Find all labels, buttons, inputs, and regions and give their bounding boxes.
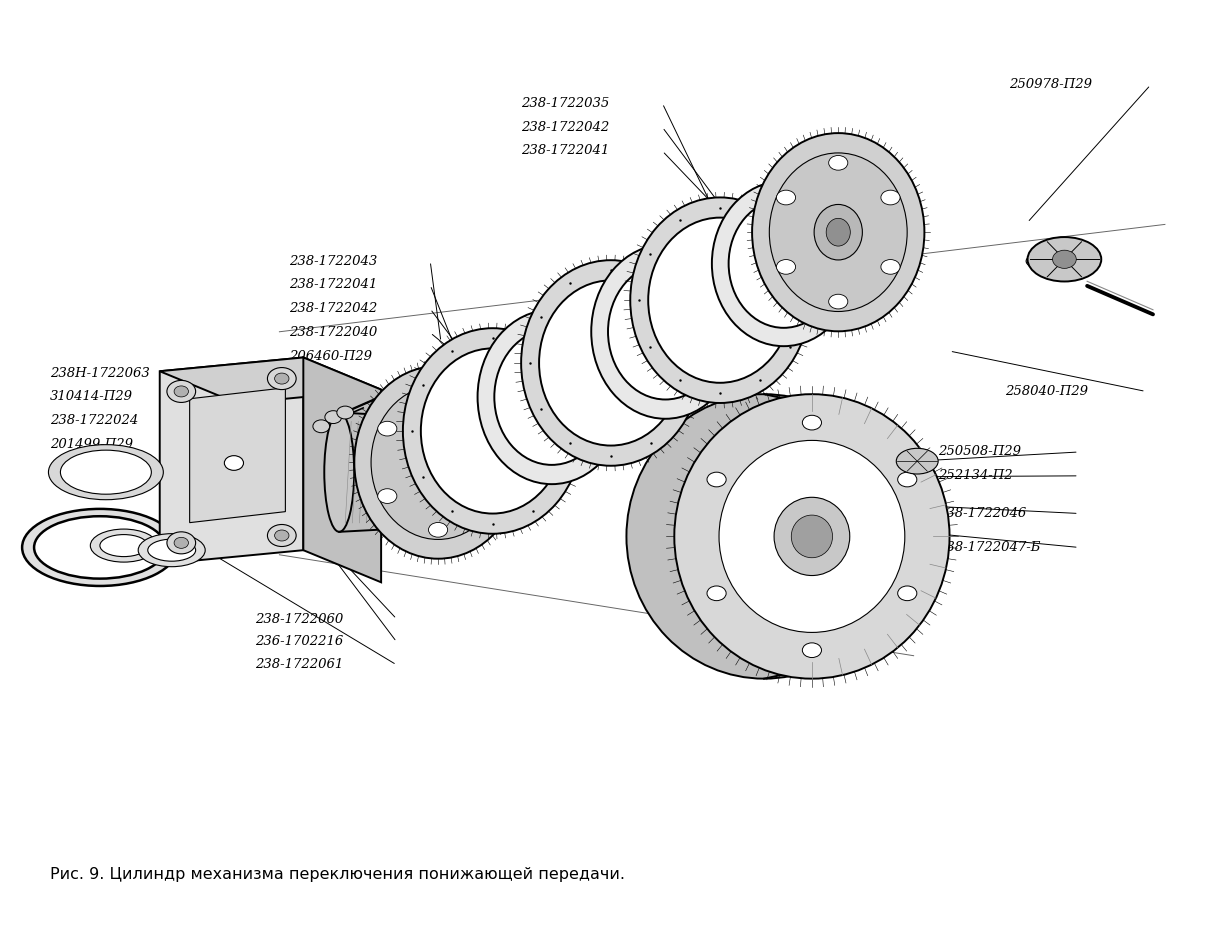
Text: 238-1722046: 238-1722046 bbox=[937, 507, 1025, 520]
Circle shape bbox=[167, 532, 195, 554]
Circle shape bbox=[429, 522, 447, 537]
Ellipse shape bbox=[415, 435, 462, 489]
Circle shape bbox=[268, 524, 296, 546]
Text: 238-1722040: 238-1722040 bbox=[289, 326, 377, 339]
Ellipse shape bbox=[34, 516, 166, 579]
Circle shape bbox=[313, 419, 330, 432]
Circle shape bbox=[224, 456, 243, 470]
Ellipse shape bbox=[421, 348, 564, 514]
Circle shape bbox=[377, 421, 396, 436]
Text: 252136-П2: 252136-П2 bbox=[49, 462, 124, 475]
Text: 238-1722047-Б: 238-1722047-Б bbox=[937, 541, 1040, 554]
Text: 238-1722042: 238-1722042 bbox=[289, 302, 377, 316]
Circle shape bbox=[829, 156, 848, 170]
Ellipse shape bbox=[90, 529, 158, 562]
Ellipse shape bbox=[712, 181, 856, 346]
Ellipse shape bbox=[324, 412, 354, 532]
Text: 236-1702216: 236-1702216 bbox=[255, 635, 343, 648]
Ellipse shape bbox=[609, 264, 723, 399]
Polygon shape bbox=[160, 357, 381, 404]
Text: 238-1722043: 238-1722043 bbox=[289, 255, 377, 268]
Ellipse shape bbox=[827, 219, 851, 246]
Circle shape bbox=[776, 259, 795, 274]
Circle shape bbox=[480, 489, 499, 504]
Text: 258040-П29: 258040-П29 bbox=[1005, 385, 1088, 398]
Circle shape bbox=[174, 386, 188, 397]
Text: 238Н-1722063: 238Н-1722063 bbox=[49, 367, 149, 380]
Ellipse shape bbox=[769, 153, 907, 311]
Text: 250508-П29: 250508-П29 bbox=[937, 445, 1021, 458]
Ellipse shape bbox=[630, 197, 810, 403]
Polygon shape bbox=[160, 357, 304, 564]
Circle shape bbox=[174, 537, 188, 548]
Circle shape bbox=[1052, 250, 1076, 269]
Ellipse shape bbox=[521, 260, 700, 466]
Circle shape bbox=[881, 190, 900, 205]
Ellipse shape bbox=[371, 385, 505, 540]
Ellipse shape bbox=[48, 444, 164, 500]
Ellipse shape bbox=[427, 449, 449, 476]
Ellipse shape bbox=[402, 328, 582, 533]
Circle shape bbox=[829, 294, 848, 309]
Ellipse shape bbox=[898, 472, 917, 487]
Circle shape bbox=[429, 388, 447, 402]
Ellipse shape bbox=[100, 534, 148, 557]
Ellipse shape bbox=[752, 133, 924, 332]
Ellipse shape bbox=[477, 310, 625, 484]
Ellipse shape bbox=[774, 497, 850, 576]
Ellipse shape bbox=[22, 509, 177, 586]
Ellipse shape bbox=[1028, 237, 1101, 282]
Ellipse shape bbox=[354, 366, 522, 558]
Circle shape bbox=[268, 368, 296, 390]
Circle shape bbox=[275, 373, 289, 384]
Text: 238-1722060: 238-1722060 bbox=[255, 612, 343, 625]
Ellipse shape bbox=[675, 394, 950, 679]
Ellipse shape bbox=[707, 586, 727, 601]
Text: 238-1722024: 238-1722024 bbox=[49, 414, 137, 427]
Ellipse shape bbox=[148, 539, 195, 561]
Circle shape bbox=[167, 381, 195, 403]
Text: 206460-П29: 206460-П29 bbox=[289, 350, 372, 363]
Text: 252134-П2: 252134-П2 bbox=[937, 469, 1012, 482]
Ellipse shape bbox=[803, 415, 822, 430]
Ellipse shape bbox=[719, 441, 905, 632]
Text: Рис. 9. Цилиндр механизма переключения понижающей передачи.: Рис. 9. Цилиндр механизма переключения п… bbox=[49, 867, 624, 882]
Circle shape bbox=[881, 259, 900, 274]
Text: 238-1722041: 238-1722041 bbox=[289, 279, 377, 292]
Ellipse shape bbox=[60, 450, 152, 494]
Ellipse shape bbox=[815, 205, 863, 260]
Ellipse shape bbox=[898, 586, 917, 601]
Text: 238-1722042: 238-1722042 bbox=[521, 120, 610, 133]
Circle shape bbox=[480, 421, 499, 436]
Text: 310414-П29: 310414-П29 bbox=[49, 391, 133, 404]
Ellipse shape bbox=[803, 643, 822, 657]
Ellipse shape bbox=[729, 199, 839, 328]
Ellipse shape bbox=[139, 533, 205, 567]
Ellipse shape bbox=[412, 412, 446, 532]
Circle shape bbox=[275, 530, 289, 541]
Text: 238-1722035: 238-1722035 bbox=[521, 97, 610, 110]
Text: 250978-П29: 250978-П29 bbox=[1010, 79, 1093, 92]
Circle shape bbox=[325, 411, 342, 423]
Ellipse shape bbox=[648, 218, 792, 382]
Text: 238-1722061: 238-1722061 bbox=[255, 658, 343, 671]
Polygon shape bbox=[189, 388, 286, 522]
Ellipse shape bbox=[627, 394, 901, 679]
Ellipse shape bbox=[592, 244, 740, 419]
Text: 201499-П29: 201499-П29 bbox=[49, 438, 133, 451]
Polygon shape bbox=[304, 357, 381, 582]
Text: 238-1722041: 238-1722041 bbox=[521, 144, 610, 157]
Ellipse shape bbox=[494, 329, 610, 465]
Circle shape bbox=[337, 407, 353, 419]
Ellipse shape bbox=[539, 281, 683, 445]
Circle shape bbox=[377, 489, 396, 504]
Ellipse shape bbox=[792, 515, 833, 557]
Circle shape bbox=[776, 190, 795, 205]
Ellipse shape bbox=[1027, 255, 1047, 268]
Ellipse shape bbox=[707, 472, 727, 487]
Ellipse shape bbox=[897, 448, 939, 474]
